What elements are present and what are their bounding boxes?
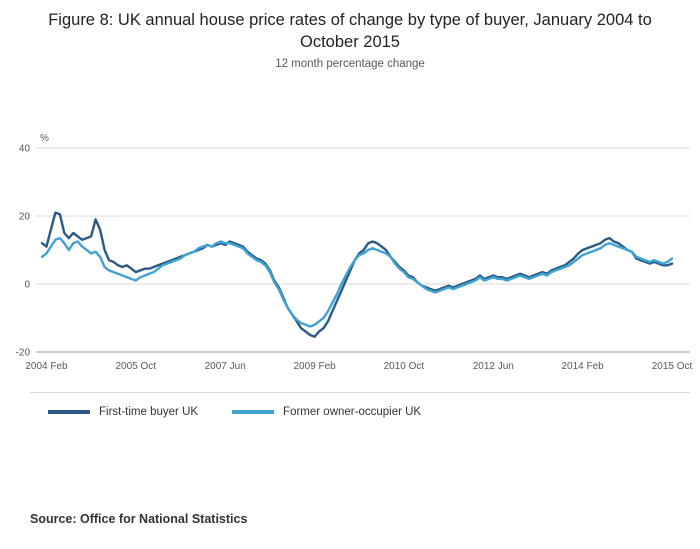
first-time-buyer-line-swatch — [48, 410, 90, 414]
svg-text:0: 0 — [24, 280, 30, 291]
svg-text:-20: -20 — [16, 348, 31, 359]
svg-text:2010 Oct: 2010 Oct — [384, 361, 425, 372]
svg-text:2004 Feb: 2004 Feb — [25, 361, 68, 372]
svg-text:40: 40 — [19, 144, 31, 155]
chart-title: Figure 8: UK annual house price rates of… — [48, 11, 652, 52]
legend-item-first-time-buyer[interactable]: First-time buyer UK — [48, 406, 198, 418]
svg-text:20: 20 — [19, 212, 31, 223]
line-chart-canvas: 40 20 0 -20% 2004 Feb 2005 Oct 2007 Jun 2009 Fe… — [16, 133, 693, 372]
svg-text:2012 Jun: 2012 Jun — [473, 361, 514, 372]
former-owner-occupier-line-swatch — [232, 410, 275, 414]
svg-text:2005 Oct: 2005 Oct — [116, 361, 157, 372]
chart-legend: First-time buyer UK Former owner-occupie… — [48, 406, 421, 418]
chart-subtitle: 12 month percentage change — [275, 58, 425, 70]
legend-item-former-owner-occupier[interactable]: Former owner-occupier UK — [232, 406, 421, 418]
svg-text:2015 Oct: 2015 Oct — [652, 361, 693, 372]
svg-text:2014 Feb: 2014 Feb — [561, 361, 604, 372]
legend-divider — [30, 392, 690, 393]
svg-text:%: % — [40, 133, 49, 144]
source-note: Source: Office for National Statistics — [30, 512, 248, 526]
legend-label-former-owner-occupier: Former owner-occupier UK — [283, 406, 422, 418]
svg-text:2009 Feb: 2009 Feb — [293, 361, 336, 372]
svg-text:2007 Jun: 2007 Jun — [205, 361, 246, 372]
legend-label-first-time-buyer: First-time buyer UK — [99, 406, 199, 418]
